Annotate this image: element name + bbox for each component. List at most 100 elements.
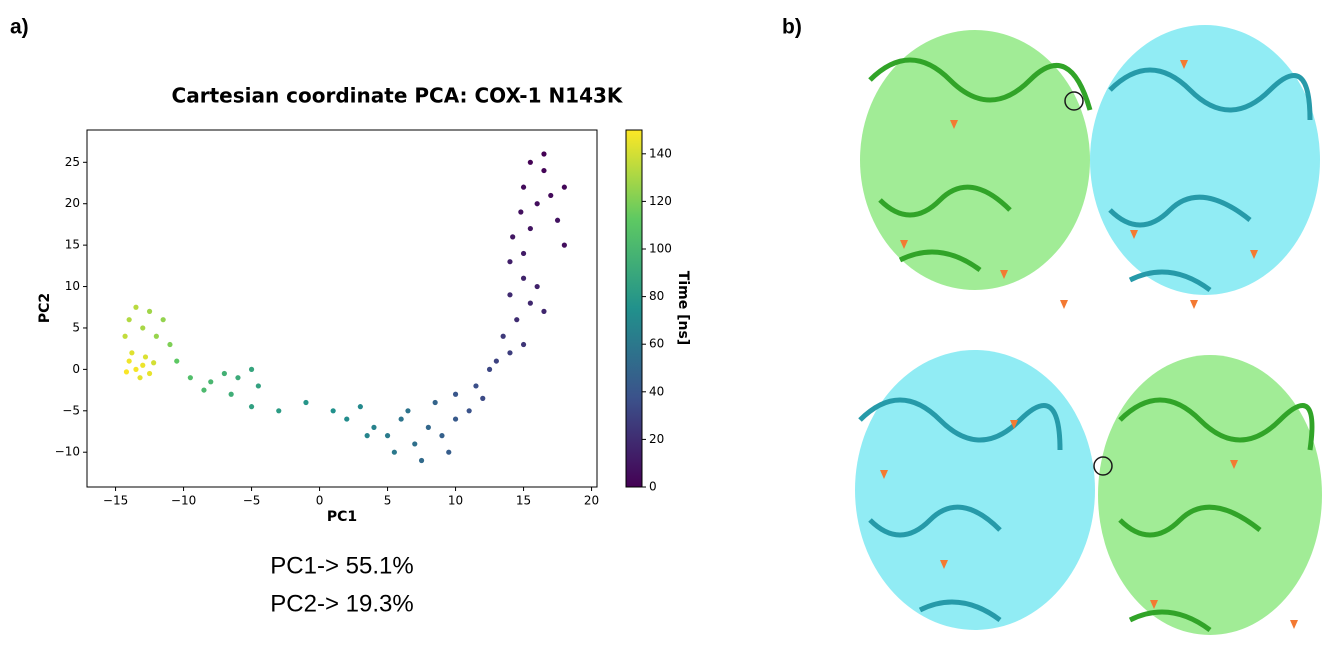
point [518,209,524,215]
point [507,292,513,298]
point [480,395,486,401]
point [534,201,540,207]
point [187,375,193,381]
colorbar-tick-label: 120 [649,194,672,208]
point [142,354,149,360]
point [439,433,445,439]
protein-structures [855,25,1322,635]
y-tick-label: 0 [72,362,80,376]
y-tick-label: 20 [65,196,80,210]
point [466,408,472,414]
x-tick-label: 10 [448,494,463,508]
point [514,317,520,323]
point [364,433,370,439]
point [561,242,567,248]
point [398,416,404,422]
point [548,192,554,199]
annotation: PC2-> 19.3% [270,590,413,617]
point [432,399,438,406]
point [151,360,157,366]
panel-label: a) [10,16,29,39]
point [507,259,513,265]
point [554,217,561,223]
point [330,408,336,414]
x-tick-label: 15 [516,494,531,508]
point [248,404,255,410]
point [235,375,241,381]
point [520,275,527,281]
point [146,308,153,314]
y-tick-label: −10 [55,445,80,459]
protein-green [860,30,1090,290]
point [146,370,153,377]
point [541,167,547,174]
point [137,375,143,381]
x-tick-label: −5 [243,494,261,508]
ribbon [858,397,1063,623]
point [126,317,132,323]
point [500,333,506,339]
point [174,358,180,364]
colorbar-tick-label: 0 [649,480,657,494]
protein-green [1098,355,1322,635]
point [122,333,128,339]
point [527,225,533,232]
plot-frame [86,129,598,488]
point [527,300,533,306]
point [520,184,527,190]
x-axis-label: PC1 [327,509,357,525]
y-tick-label: 10 [65,279,80,293]
point [446,449,452,455]
point [405,408,411,414]
point [255,383,261,389]
marker-circle [1064,91,1084,111]
y-axis-label: PC2 [37,293,53,323]
colorbar [625,129,643,488]
colorbar-tick-label: 40 [649,384,664,398]
point [276,408,282,414]
point [391,449,397,455]
point [221,370,227,377]
y-tick-label: −5 [62,403,80,417]
colorbar-tick-label: 80 [649,289,664,303]
point [541,308,547,314]
point [371,424,377,430]
point [126,358,132,364]
point [520,341,527,348]
x-tick-label: 20 [584,494,599,508]
point [133,366,139,372]
y-tick-label: 15 [65,238,80,252]
colorbar-tick-label: 100 [649,242,672,256]
y-tick-label: 25 [65,155,80,169]
colorbar-label: Time [ns] [675,271,691,345]
point [507,350,513,356]
ribbon [1108,67,1313,293]
point [493,358,499,364]
colorbar-tick-label: 140 [649,146,672,160]
chart-title: Cartesian coordinate PCA: COX-1 N143K [172,84,624,108]
point [452,391,459,397]
protein-cyan [855,350,1095,630]
ribbon [868,57,1093,273]
point [129,350,135,356]
point [201,387,207,393]
colorbar-tick-label: 60 [649,337,664,351]
point [303,399,309,406]
point [473,383,479,389]
point [140,325,146,331]
point [412,441,418,447]
point [534,283,540,290]
point [153,333,159,339]
point [228,391,234,397]
point [167,341,173,348]
point [486,366,493,372]
point [248,366,255,372]
point [160,317,166,323]
point [133,304,139,310]
point [357,404,363,410]
point [418,457,425,464]
colorbar-tick-label: 20 [649,432,664,446]
point [140,362,146,368]
point [520,250,527,257]
